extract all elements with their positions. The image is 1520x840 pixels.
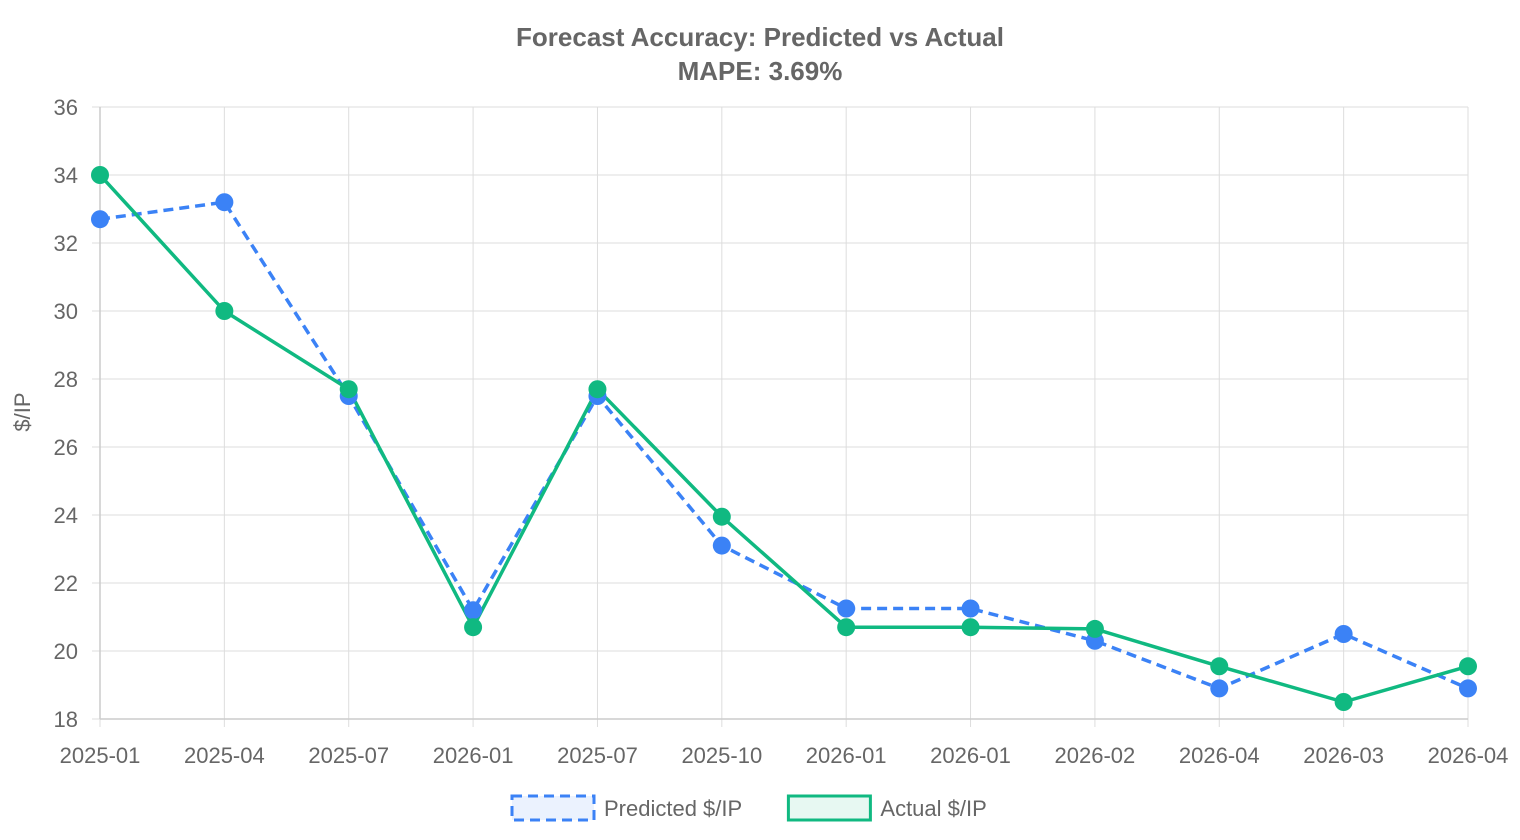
x-tick-label: 2025-10 [681,743,762,768]
legend-item-actual[interactable]: Actual $/IP [786,794,987,822]
x-tick-label: 2026-03 [1303,743,1384,768]
y-tick-label: 30 [54,299,78,324]
x-tick-label: 2025-01 [60,743,141,768]
x-tick-label: 2026-01 [433,743,514,768]
data-point-actual [837,618,856,637]
series-line-predicted [99,200,1469,691]
data-point-actual [1334,693,1353,711]
chart-title: Forecast Accuracy: Predicted vs Actual [516,22,1004,52]
y-tick-label: 18 [54,707,78,732]
y-tick-label: 24 [54,503,78,528]
data-point-predicted [712,536,731,555]
y-tick-label: 22 [54,571,78,596]
legend-swatch [786,794,872,822]
data-point-actual [712,507,731,526]
data-point-actual [464,618,483,637]
data-point-predicted [1334,625,1353,643]
axis-layer: 18 20 22 24 26 28 30 32 34 36 2025-01 2025-04 2025-0… [54,95,1509,768]
y-tick-label: 32 [54,231,78,256]
data-point-actual [1459,657,1477,676]
data-point-actual [961,618,980,637]
series-layer [91,166,1477,711]
data-point-actual [1210,657,1229,676]
y-tick-label: 26 [54,435,78,460]
data-point-predicted [1459,679,1477,698]
data-point-predicted [215,193,234,212]
legend-item-predicted[interactable]: Predicted $/IP [510,794,742,822]
y-tick-label: 34 [54,163,78,188]
x-tick-label: 2026-04 [1428,743,1509,768]
data-point-actual [339,380,358,399]
data-point-predicted [837,599,856,618]
x-tick-label: 2025-07 [557,743,638,768]
y-tick-label: 28 [54,367,78,392]
chart-subtitle: MAPE: 3.69% [678,56,843,86]
y-tick-label: 20 [54,639,78,664]
x-tick-label: 2026-01 [930,743,1011,768]
data-point-actual [91,166,109,184]
series-line-actual [98,173,1469,704]
legend[interactable]: Predicted $/IP Actual $/IP [510,794,987,822]
data-point-actual [215,302,234,320]
y-axis-label: $/IP [10,392,35,431]
data-point-predicted [91,210,109,229]
legend-label: Actual $/IP [880,796,986,821]
legend-label: Predicted $/IP [604,796,742,821]
y-tick-label: 36 [54,95,78,120]
x-tick-label: 2026-02 [1055,743,1136,768]
grid-layer [92,106,1469,727]
data-point-predicted [464,601,483,620]
data-point-actual [1085,619,1104,638]
x-tick-label: 2026-01 [806,743,887,768]
legend-swatch [510,794,596,822]
data-point-predicted [1210,679,1229,698]
data-point-predicted [961,599,980,618]
x-tick-label: 2025-04 [184,743,265,768]
x-tick-label: 2026-04 [1179,743,1260,768]
data-point-actual [588,380,607,399]
x-tick-label: 2025-07 [308,743,389,768]
